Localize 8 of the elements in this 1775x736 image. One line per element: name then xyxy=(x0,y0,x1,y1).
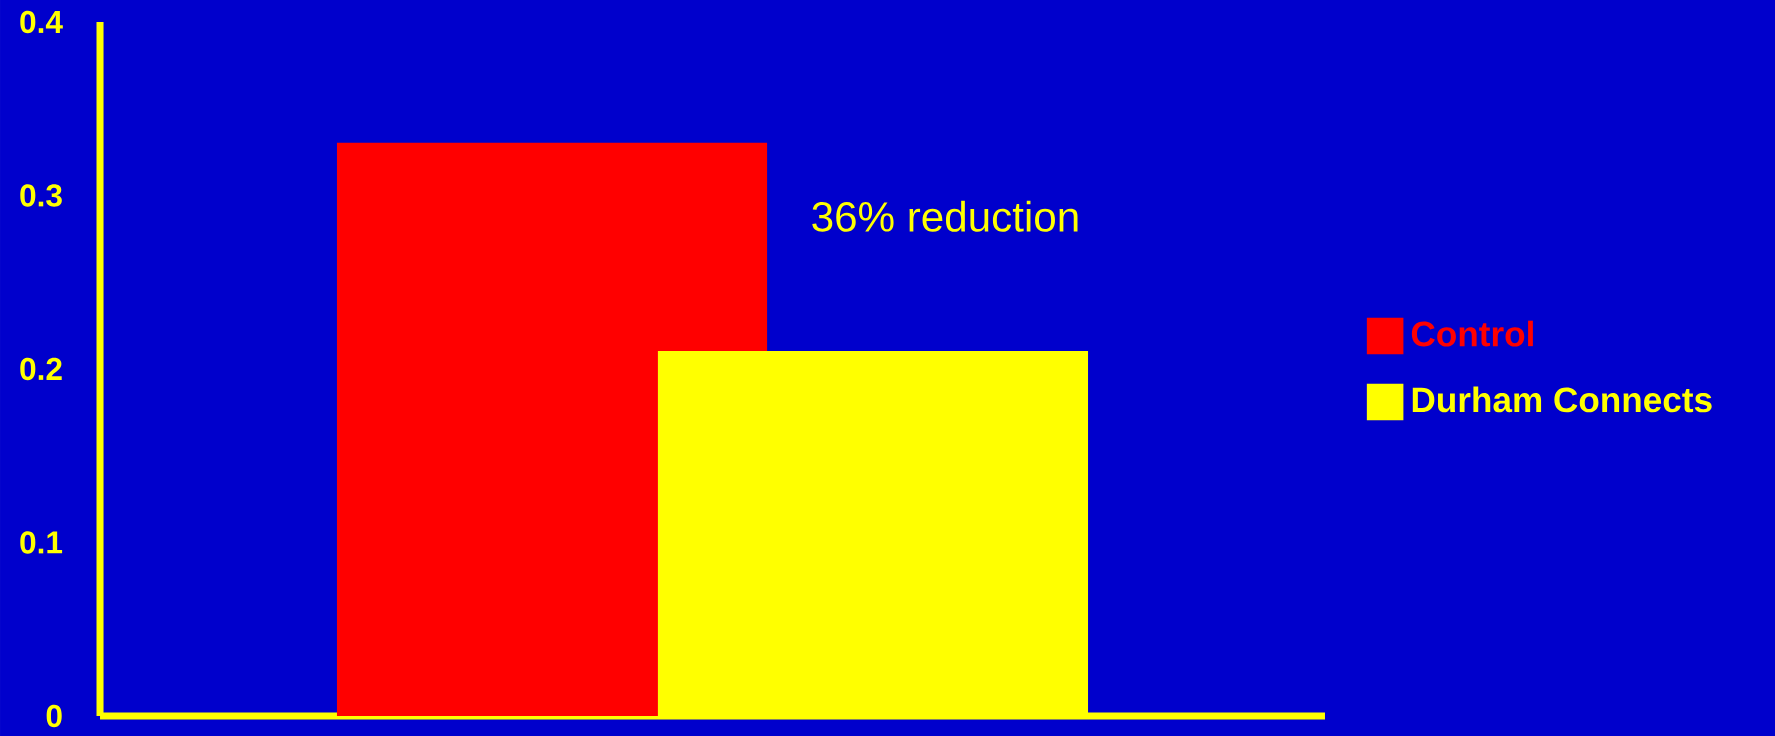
y-tick-label: 0 xyxy=(46,704,62,728)
y-tick-label: 0.4 xyxy=(20,10,63,34)
annotation: 36% reduction xyxy=(812,200,1078,232)
legend-label: Control xyxy=(1411,320,1533,347)
y-tick-label: 0.2 xyxy=(20,357,62,381)
y-tick-label: 0.3 xyxy=(20,184,62,207)
legend-label: Durham Connects xyxy=(1412,386,1712,413)
y-tick-label: 0.1 xyxy=(20,531,63,554)
